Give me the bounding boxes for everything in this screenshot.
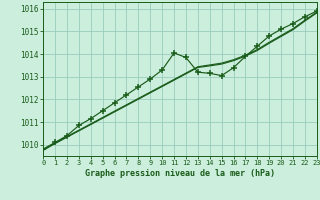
X-axis label: Graphe pression niveau de la mer (hPa): Graphe pression niveau de la mer (hPa) [85,169,275,178]
